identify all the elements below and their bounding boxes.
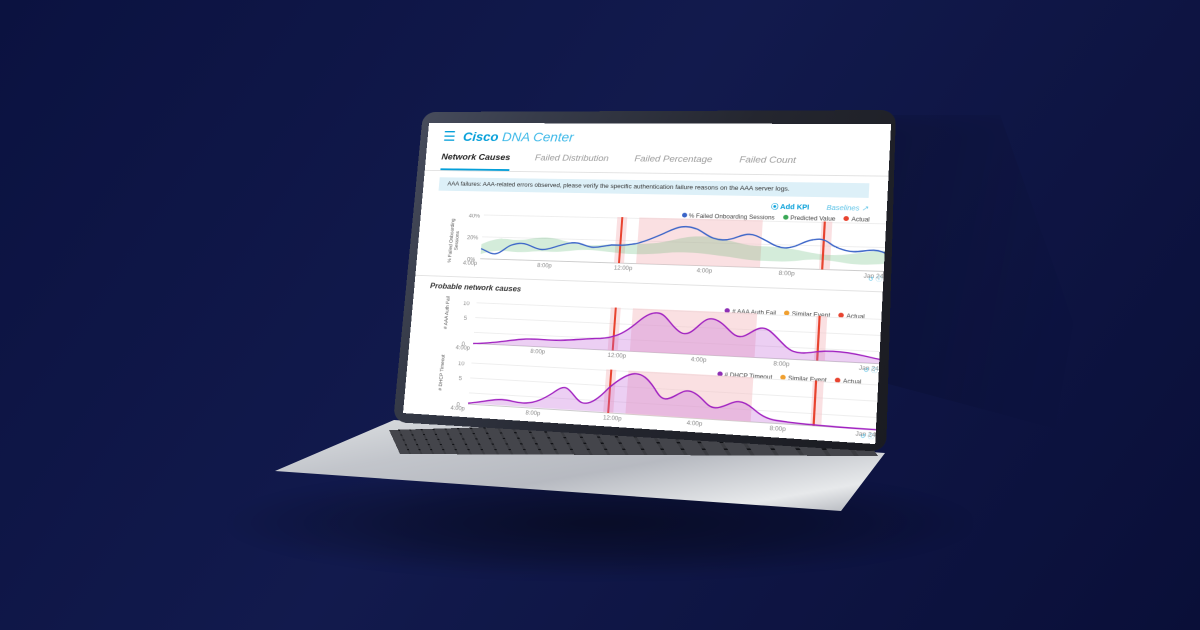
svg-text:10: 10 [458,361,465,367]
svg-text:10: 10 [463,301,470,307]
svg-text:20%: 20% [467,235,479,242]
svg-text:40%: 40% [469,214,481,220]
svg-text:5: 5 [458,376,462,383]
svg-text:5: 5 [464,316,468,323]
